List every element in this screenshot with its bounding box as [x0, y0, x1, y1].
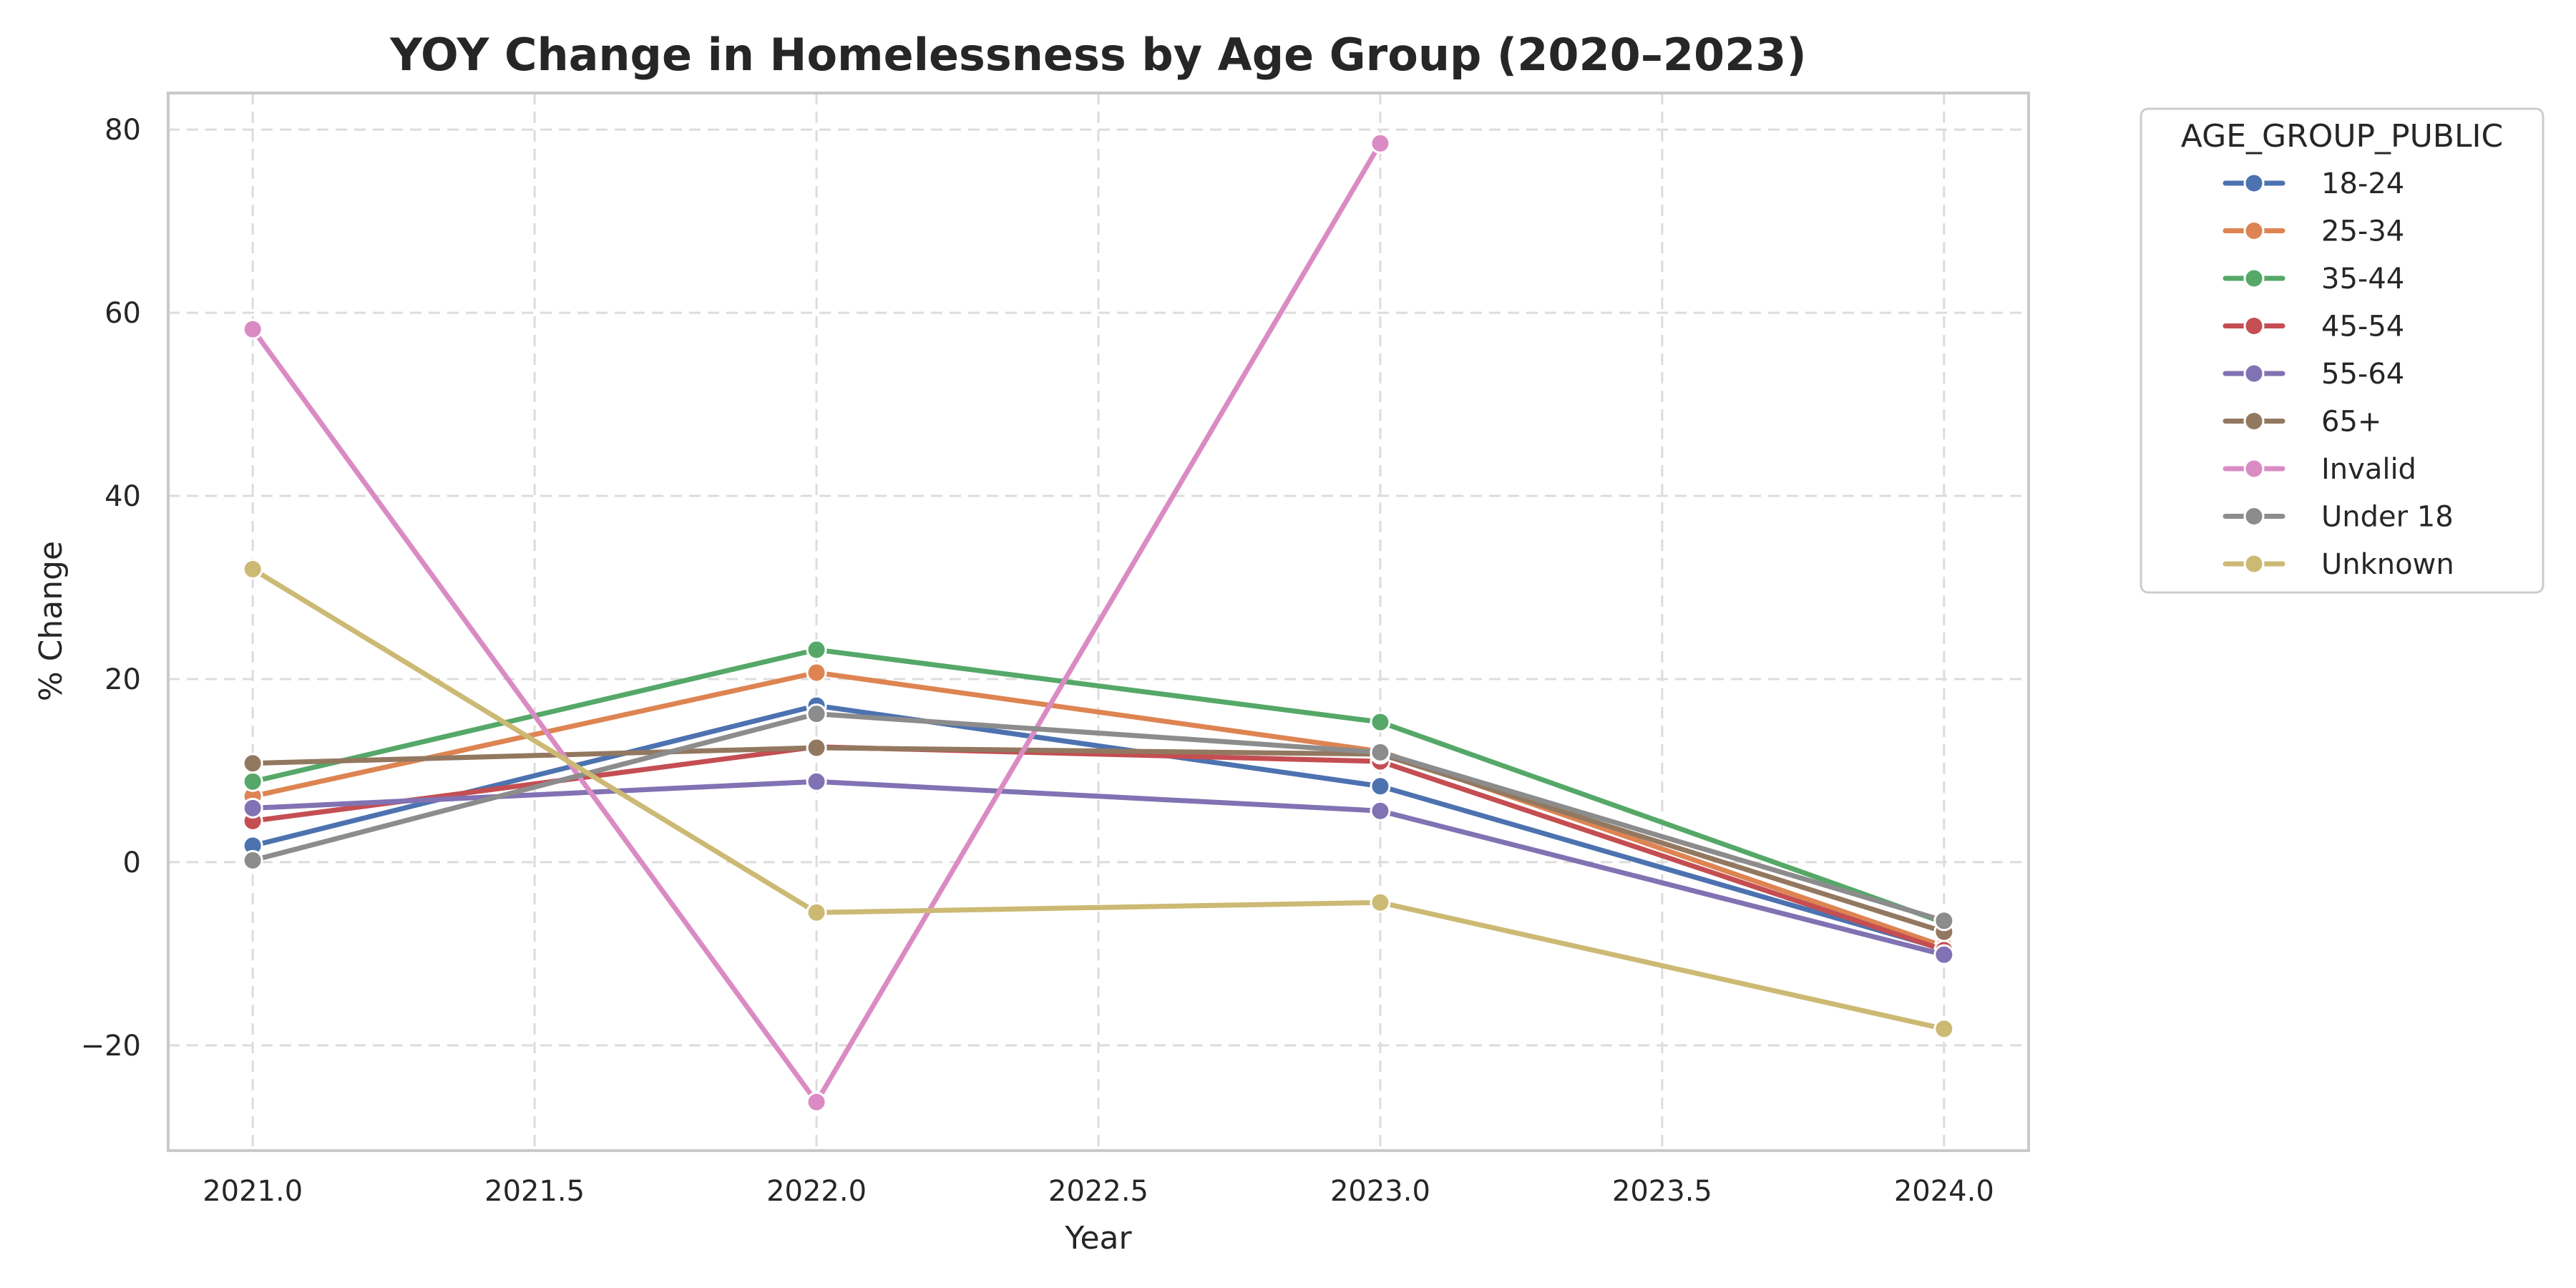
y-axis-label: % Change: [33, 541, 69, 701]
y-tick-label: 20: [104, 663, 141, 696]
legend-marker: [2243, 506, 2265, 527]
legend-marker: [2243, 220, 2265, 241]
x-tick-label: 2022.5: [1048, 1175, 1148, 1208]
data-point: [242, 318, 263, 340]
plot-frame: [167, 92, 2030, 1152]
legend-label: 55-64: [2321, 358, 2404, 391]
y-tick-label: 40: [104, 480, 141, 513]
data-point: [1370, 711, 1391, 733]
legend-items: 18-24 25-34 35-44 45-54 55-64 65+ Invalid Under…: [2223, 167, 2454, 581]
y-tick-label: −20: [81, 1030, 141, 1063]
x-tick-label: 2023.0: [1330, 1175, 1430, 1208]
legend-marker: [2243, 553, 2265, 575]
series-line: [250, 566, 1947, 1032]
legend: AGE_GROUP_PUBLIC 18-24 25-34 35-44 45-54 55-…: [2140, 107, 2545, 594]
legend-marker: [2243, 316, 2265, 336]
data-point: [242, 771, 263, 792]
legend-marker: [2243, 363, 2265, 384]
legend-item: 35-44: [2223, 263, 2404, 296]
y-tick-label: 60: [104, 297, 141, 330]
data-point: [806, 639, 827, 660]
data-point: [1370, 800, 1391, 821]
series-line: [250, 670, 1947, 950]
legend-item: 18-24: [2223, 167, 2404, 200]
series-line: [250, 703, 1947, 952]
legend-marker: [2243, 411, 2265, 431]
legend-marker: [2243, 458, 2265, 479]
data-point: [1370, 776, 1391, 797]
x-tick-label: 2022.0: [766, 1175, 867, 1208]
data-point: [242, 797, 263, 819]
y-tick-label: 0: [123, 847, 141, 879]
data-point: [1370, 741, 1391, 763]
data-point: [1933, 910, 1955, 932]
data-point: [1933, 1018, 1955, 1040]
legend-marker: [2243, 268, 2265, 289]
legend-label: Invalid: [2321, 453, 2416, 486]
data-point: [1933, 944, 1955, 965]
series-under-18: [242, 703, 1955, 932]
legend-label: 25-34: [2321, 215, 2404, 248]
legend-item: 65+: [2223, 406, 2381, 439]
legend-item: 25-34: [2223, 215, 2404, 248]
legend-title: AGE_GROUP_PUBLIC: [2181, 118, 2503, 155]
data-point: [1370, 892, 1391, 913]
data-point: [806, 703, 827, 725]
x-axis-ticks: 2021.0 2021.5 2022.0 2022.5 2023.0 2023.5 2024…: [203, 1175, 1994, 1208]
x-tick-label: 2021.5: [484, 1175, 585, 1208]
series-unknown: [242, 558, 1955, 1040]
y-tick-label: 80: [104, 114, 141, 147]
x-tick-label: 2021.0: [203, 1175, 303, 1208]
data-point: [806, 902, 827, 923]
legend-label: Under 18: [2321, 501, 2454, 534]
legend-marker: [2243, 172, 2265, 194]
legend-label: 35-44: [2321, 263, 2404, 296]
series-line: [250, 744, 1947, 953]
data-point: [242, 753, 263, 774]
legend-label: 65+: [2321, 406, 2381, 439]
y-axis-ticks: −20 0 20 40 60 80: [81, 114, 141, 1063]
series-55-64: [242, 771, 1955, 965]
data-point: [806, 662, 827, 683]
legend-item: Unknown: [2223, 548, 2454, 581]
legend-label: Unknown: [2321, 548, 2454, 581]
data-point: [806, 737, 827, 758]
data-point: [806, 1091, 827, 1113]
series-line: [250, 779, 1947, 957]
series-line: [250, 711, 1947, 924]
data-point: [806, 771, 827, 792]
legend-label: 45-54: [2321, 311, 2404, 343]
legend-label: 18-24: [2321, 167, 2404, 200]
x-tick-label: 2024.0: [1894, 1175, 1994, 1208]
series-layer: [242, 132, 1955, 1113]
data-point: [1370, 132, 1391, 154]
legend-item: 55-64: [2223, 358, 2404, 391]
data-point: [242, 558, 263, 580]
legend-item: 45-54: [2223, 311, 2404, 343]
chart-title: YOY Change in Homelessness by Age Group …: [389, 29, 1806, 81]
series-invalid: [242, 132, 1391, 1113]
legend-item: Invalid: [2223, 453, 2416, 486]
legend-item: Under 18: [2223, 501, 2454, 534]
x-tick-label: 2023.5: [1612, 1175, 1712, 1208]
x-axis-label: Year: [1064, 1220, 1132, 1257]
series-line: [250, 745, 1947, 935]
data-point: [242, 849, 263, 871]
